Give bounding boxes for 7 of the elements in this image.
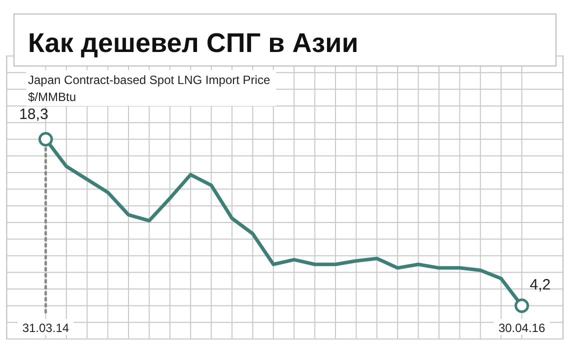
y-axis-title: $/MMBtu bbox=[28, 90, 76, 104]
data-label: 4,2 bbox=[530, 276, 551, 294]
chart-title: Как дешевел СПГ в Азии bbox=[28, 28, 358, 58]
data-label: 18,3 bbox=[19, 106, 48, 124]
x-tick-label: 30.04.16 bbox=[498, 321, 546, 335]
x-tick-label: 31.03.14 bbox=[22, 321, 70, 335]
text: Japan Contract-based Spot LNG Import Price bbox=[28, 73, 270, 87]
